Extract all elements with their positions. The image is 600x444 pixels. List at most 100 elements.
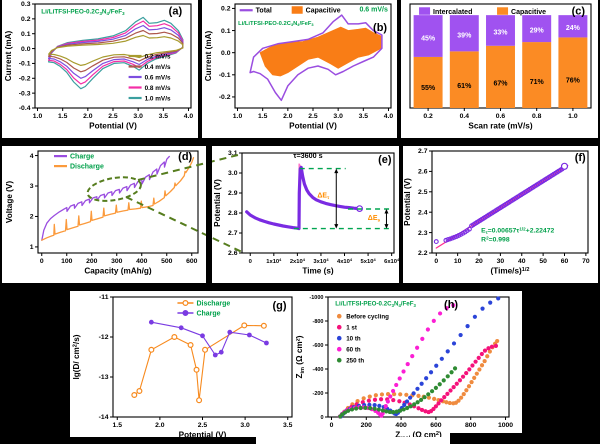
svg-text:30: 30 [497, 258, 505, 265]
svg-text:60 th: 60 th [346, 347, 361, 354]
svg-text:-400: -400 [312, 367, 323, 373]
svg-text:0.2 mV/s: 0.2 mV/s [145, 54, 171, 61]
svg-text:2.0: 2.0 [283, 113, 293, 120]
svg-text:10 th: 10 th [346, 336, 361, 343]
svg-text:2.6: 2.6 [418, 169, 428, 176]
svg-text:Before cycling: Before cycling [346, 314, 389, 321]
svg-text:(d): (d) [178, 151, 192, 163]
background-black-region [598, 0, 600, 283]
svg-text:6x104: 6x104 [384, 257, 400, 265]
panel-e-chart: 0 1x104 2x104 3x104 4x104 5x104 6x104 Time (s) 2… [213, 150, 400, 275]
svg-text:-11: -11 [99, 294, 109, 301]
svg-text:0.1: 0.1 [221, 28, 231, 35]
svg-text:3: 3 [30, 183, 34, 190]
panel-c-chart: 0.2 0.4 0.6 0.8 1.0 Scan rate (mV/s) 55% 45% 61%… [409, 3, 592, 131]
svg-text:600: 600 [430, 422, 442, 429]
panel-b-chart: 1.0 1.5 2.0 2.5 3.0 3.5 4.0 Potential (V) -0.2 -0… [204, 3, 394, 131]
svg-text:500: 500 [161, 258, 173, 265]
svg-text:(g): (g) [272, 300, 286, 312]
svg-text:0.4: 0.4 [460, 113, 470, 120]
svg-text:3.0: 3.0 [133, 113, 143, 120]
background-black-region [70, 437, 256, 444]
svg-text:61%: 61% [457, 83, 472, 90]
svg-text:-14: -14 [99, 414, 109, 421]
svg-text:0: 0 [40, 258, 44, 265]
svg-text:Current (mA): Current (mA) [204, 30, 213, 81]
svg-text:-0.2: -0.2 [219, 94, 231, 101]
svg-text:200: 200 [361, 422, 373, 429]
svg-text:5x104: 5x104 [361, 257, 377, 265]
svg-text:2x104: 2x104 [290, 257, 306, 265]
svg-text:71%: 71% [530, 79, 545, 86]
svg-text:-200: -200 [312, 391, 323, 397]
panel-c: 0.2 0.4 0.6 0.8 1.0 Scan rate (mV/s) 55% 45% 61%… [400, 0, 597, 138]
svg-text:2.7: 2.7 [228, 230, 238, 237]
svg-text:4.0: 4.0 [384, 113, 394, 120]
svg-text:600: 600 [186, 258, 198, 265]
svg-text:Total: Total [256, 8, 272, 15]
svg-text:2.8: 2.8 [228, 210, 238, 217]
svg-text:0.6: 0.6 [496, 113, 506, 120]
svg-text:Charge: Charge [196, 311, 220, 318]
svg-text:-0.4: -0.4 [19, 105, 31, 112]
svg-text:400: 400 [395, 422, 407, 429]
svg-text:ΔEs: ΔEs [368, 215, 381, 224]
svg-text:50: 50 [539, 258, 547, 265]
background-black-region [206, 146, 212, 283]
panel-d: 0 100 200 300 400 500 600 Capacity (mAh/g) 1 2 3 4 V… [2, 146, 206, 283]
svg-text:60: 60 [561, 258, 569, 265]
svg-text:-600: -600 [312, 343, 323, 349]
background-black-region [0, 291, 70, 444]
panel-a: 1.0 1.5 2.0 2.5 3.0 3.5 4.0 Potential (V) -0.4 -0… [2, 0, 198, 138]
svg-text:70: 70 [582, 258, 590, 265]
svg-text:1.0: 1.0 [233, 113, 243, 120]
svg-text:4x104: 4x104 [337, 257, 353, 265]
svg-text:33%: 33% [493, 29, 508, 36]
svg-text:4: 4 [30, 153, 34, 160]
svg-text:Intercalated: Intercalated [433, 9, 472, 16]
svg-text:2.0: 2.0 [155, 422, 165, 429]
svg-text:-800: -800 [312, 319, 323, 325]
svg-text:2.5: 2.5 [418, 189, 428, 196]
background-black-region [198, 0, 202, 138]
svg-text:Li/LiTFSI-PEO-0.2C3N4/FeF3: Li/LiTFSI-PEO-0.2C3N4/FeF3 [238, 21, 314, 27]
svg-text:(a): (a) [169, 5, 183, 17]
svg-text:-13: -13 [99, 374, 109, 381]
svg-text:200: 200 [86, 258, 98, 265]
svg-text:0: 0 [249, 259, 252, 265]
svg-text:3.5: 3.5 [359, 113, 369, 120]
svg-text:1.5: 1.5 [258, 113, 268, 120]
svg-text:0.4 mV/s: 0.4 mV/s [145, 64, 171, 71]
svg-text:(e): (e) [378, 154, 392, 166]
svg-text:3x104: 3x104 [313, 257, 329, 265]
svg-text:-1000: -1000 [309, 295, 323, 301]
svg-text:2.7: 2.7 [418, 148, 428, 155]
svg-text:100: 100 [61, 258, 73, 265]
svg-text:4.0: 4.0 [184, 113, 194, 120]
svg-text:2.2: 2.2 [418, 250, 428, 257]
svg-text:-0.1: -0.1 [19, 61, 31, 68]
background-black-region [0, 138, 600, 146]
svg-text:Zreal (Ω cm2): Zreal (Ω cm2) [395, 431, 442, 438]
svg-text:0.8 mV/s: 0.8 mV/s [145, 85, 171, 92]
svg-text:-0.2: -0.2 [19, 75, 31, 82]
svg-text:Potential (V): Potential (V) [179, 431, 227, 438]
svg-text:2.0: 2.0 [83, 113, 93, 120]
background-black-region [450, 433, 522, 444]
svg-text:-12: -12 [99, 334, 109, 341]
svg-text:2.5: 2.5 [198, 422, 208, 429]
svg-text:24%: 24% [566, 25, 581, 32]
svg-text:Charge: Charge [70, 154, 94, 161]
panel-g-chart: 1.5 2.0 2.5 3.0 3.5 Potential (V) -14 -13 -12 -11… [72, 294, 293, 439]
svg-text:0.6 mV/s: 0.6 mV/s [359, 6, 388, 13]
svg-text:0.3: 0.3 [21, 1, 31, 8]
svg-text:3.0: 3.0 [228, 170, 238, 177]
svg-text:τ=3600 s: τ=3600 s [293, 151, 322, 160]
svg-text:Voltage (V): Voltage (V) [5, 181, 14, 223]
svg-text:3.5: 3.5 [159, 113, 169, 120]
svg-text:0.0: 0.0 [221, 50, 231, 57]
svg-text:2.5: 2.5 [308, 113, 318, 120]
svg-text:0: 0 [434, 258, 438, 265]
svg-text:R2=0.998: R2=0.998 [481, 235, 510, 243]
